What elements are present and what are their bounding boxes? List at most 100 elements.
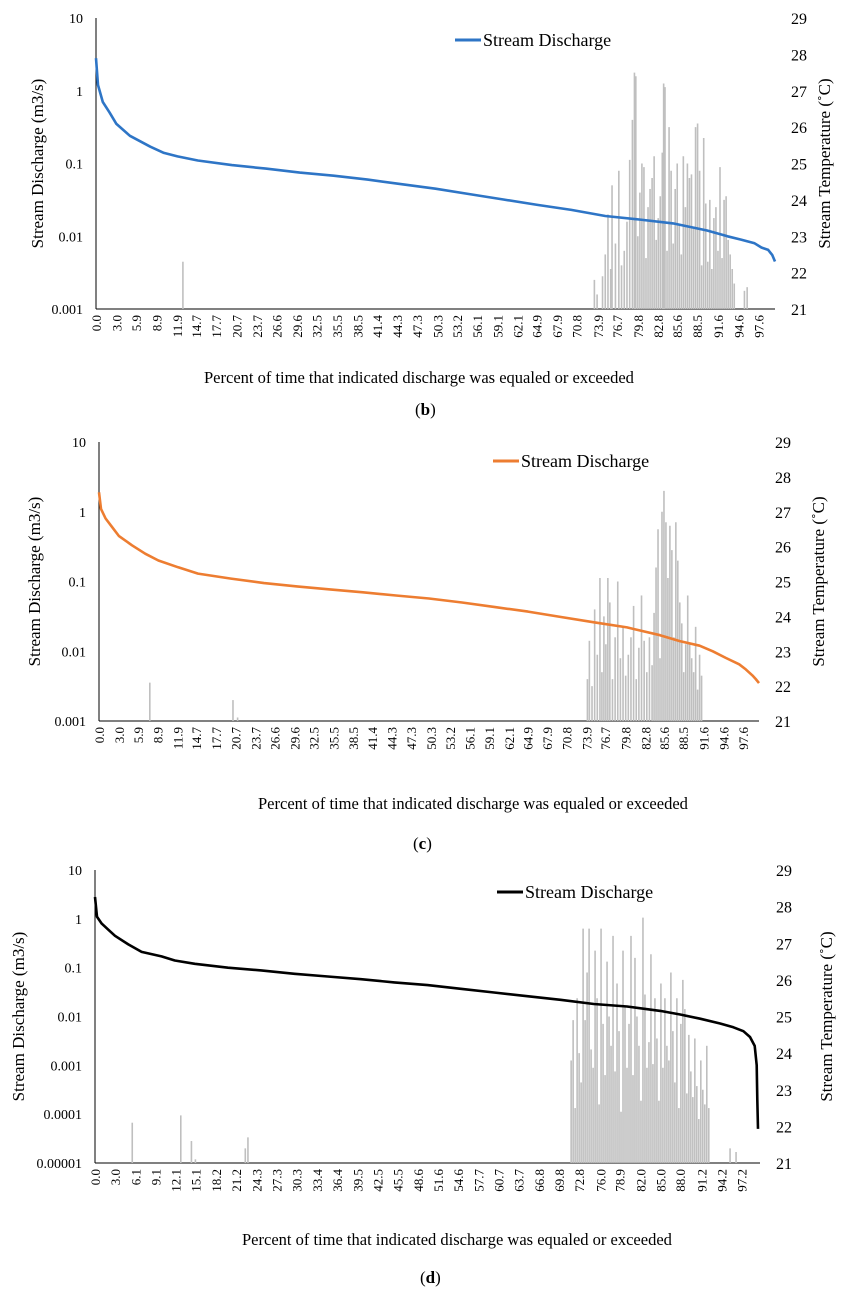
x-tick-label: 59.1 xyxy=(490,315,505,338)
x-tick-label: 85.6 xyxy=(670,315,685,338)
y-axis-title: Stream Discharge (m3/s) xyxy=(9,932,28,1102)
x-tick-label: 88.0 xyxy=(673,1169,688,1192)
x-tick-label: 94.2 xyxy=(714,1169,729,1192)
x-tick-label: 0.0 xyxy=(92,727,107,743)
x-tick-label: 85.6 xyxy=(657,727,672,750)
x-tick-label: 38.5 xyxy=(346,727,361,750)
x-tick-label: 44.3 xyxy=(384,727,399,750)
y-tick-label: 0.001 xyxy=(55,715,87,730)
y-axis-title: Stream Discharge (m3/s) xyxy=(25,497,44,667)
x-tick-label: 45.5 xyxy=(391,1169,406,1192)
x-tick-label: 57.7 xyxy=(472,1169,487,1192)
y2-tick-label: 22 xyxy=(776,1119,792,1136)
x-tick-label: 26.6 xyxy=(268,727,283,750)
y-tick-label: 0.1 xyxy=(66,158,84,173)
y-tick-label: 0.0001 xyxy=(44,1108,83,1123)
x-tick-label: 8.9 xyxy=(151,727,166,743)
chart-panel-b: 10 1 0.1 0.01 0.001 29 28 27 26 25 24 23 22 21 0.0 3.0 5… xyxy=(0,0,841,420)
y2-axis-title: Stream Temperature (˚C) xyxy=(815,78,834,248)
x-tick-label: 18.2 xyxy=(209,1169,224,1192)
x-tick-label: 29.6 xyxy=(287,727,302,750)
x-tick-label: 29.6 xyxy=(290,315,305,338)
x-tick-label: 85.0 xyxy=(653,1169,668,1192)
x-tick-label: 21.2 xyxy=(229,1169,244,1192)
x-tick-label: 26.6 xyxy=(270,315,285,338)
y2-tick-label: 24 xyxy=(776,1046,792,1063)
y2-axis-title: Stream Temperature (˚C) xyxy=(809,496,828,666)
x-tick-label: 97.6 xyxy=(752,315,767,338)
y-tick-label: 10 xyxy=(68,864,82,879)
x-tick-label: 97.2 xyxy=(734,1169,749,1192)
x-tick-label: 76.7 xyxy=(610,315,625,338)
x-tick-label: 76.0 xyxy=(593,1169,608,1192)
x-tick-label: 14.7 xyxy=(189,315,204,338)
x-tick-label: 69.8 xyxy=(552,1169,567,1192)
discharge-line xyxy=(93,896,760,1129)
x-tick-label: 12.1 xyxy=(168,1169,183,1192)
x-tick-label: 78.9 xyxy=(613,1169,628,1192)
chart-d-svg: 10 1 0.1 0.01 0.001 0.0001 0.00001 29 28 27 26 25 24… xyxy=(9,863,836,1192)
y-tick-label: 0.00001 xyxy=(37,1157,83,1172)
x-tick-label: 56.1 xyxy=(470,315,485,338)
x-tick-label: 67.9 xyxy=(550,315,565,338)
x-tick-label: 35.5 xyxy=(326,727,341,750)
y-tick-label: 0.1 xyxy=(69,576,87,591)
x-axis-label: Percent of time that indicated discharge… xyxy=(258,794,688,813)
x-tick-label: 5.9 xyxy=(131,727,146,743)
y2-tick-label: 21 xyxy=(775,714,791,731)
x-tick-label: 66.8 xyxy=(532,1169,547,1192)
x-tick-label: 23.7 xyxy=(248,727,263,750)
x-tick-label: 94.6 xyxy=(716,727,731,750)
x-axis-label: Percent of time that indicated discharge… xyxy=(204,368,634,387)
x-tick-label: 54.6 xyxy=(451,1169,466,1192)
y2-tick-label: 25 xyxy=(791,157,807,174)
x-tick-label: 53.2 xyxy=(450,315,465,338)
x-tick-label: 91.6 xyxy=(711,315,726,338)
y2-tick-label: 23 xyxy=(791,229,807,246)
y2-tick-label: 23 xyxy=(776,1083,792,1100)
y2-tick-label: 27 xyxy=(776,936,792,953)
y2-tick-label: 28 xyxy=(776,900,792,917)
y-tick-label: 0.01 xyxy=(62,645,87,660)
panel-label: b xyxy=(420,400,431,419)
y-tick-label: 0.01 xyxy=(59,230,84,245)
x-tick-label: 8.9 xyxy=(149,315,164,331)
x-tick-label: 9.1 xyxy=(149,1169,164,1185)
y2-tick-label: 26 xyxy=(791,120,807,137)
x-tick-label: 11.9 xyxy=(170,315,185,337)
x-tick-label: 82.8 xyxy=(638,727,653,750)
x-tick-label: 36.4 xyxy=(330,1169,345,1192)
panel-label: c xyxy=(418,834,427,853)
y-tick-label: 0.1 xyxy=(65,962,83,977)
y2-tick-label: 24 xyxy=(775,609,791,626)
x-tick-label: 64.9 xyxy=(530,315,545,338)
x-tick-label: 82.0 xyxy=(633,1169,648,1192)
panel-label: d xyxy=(425,1268,436,1287)
legend-label: Stream Discharge xyxy=(521,451,649,471)
y2-tick-label: 27 xyxy=(791,84,807,101)
x-tick-label: 41.4 xyxy=(370,315,385,338)
y2-tick-label: 28 xyxy=(775,470,791,487)
x-tick-label: 88.5 xyxy=(676,727,691,750)
x-tick-label: 97.6 xyxy=(736,727,751,750)
x-tick-label: 72.8 xyxy=(572,1169,587,1192)
x-tick-label: 41.4 xyxy=(365,727,380,750)
x-tick-label: 0.0 xyxy=(89,315,104,331)
x-tick-label: 20.7 xyxy=(230,315,245,338)
x-tick-label: 3.0 xyxy=(112,727,127,743)
legend-label: Stream Discharge xyxy=(483,30,611,50)
x-tick-label: 6.1 xyxy=(129,1169,144,1185)
x-tick-label: 3.0 xyxy=(109,315,124,331)
x-tick-label: 79.8 xyxy=(619,727,634,750)
y2-tick-label: 26 xyxy=(776,973,792,990)
y2-tick-label: 29 xyxy=(776,863,792,880)
legend-label: Stream Discharge xyxy=(525,882,653,902)
x-tick-label: 67.9 xyxy=(540,727,555,750)
y2-tick-label: 25 xyxy=(776,1010,792,1027)
y2-tick-label: 28 xyxy=(791,47,807,64)
y2-tick-label: 21 xyxy=(776,1156,792,1173)
x-tick-label: 42.5 xyxy=(371,1169,386,1192)
x-tick-label: 51.6 xyxy=(431,1169,446,1192)
x-tick-label: 11.9 xyxy=(171,727,186,749)
x-tick-label: 50.3 xyxy=(431,315,446,338)
